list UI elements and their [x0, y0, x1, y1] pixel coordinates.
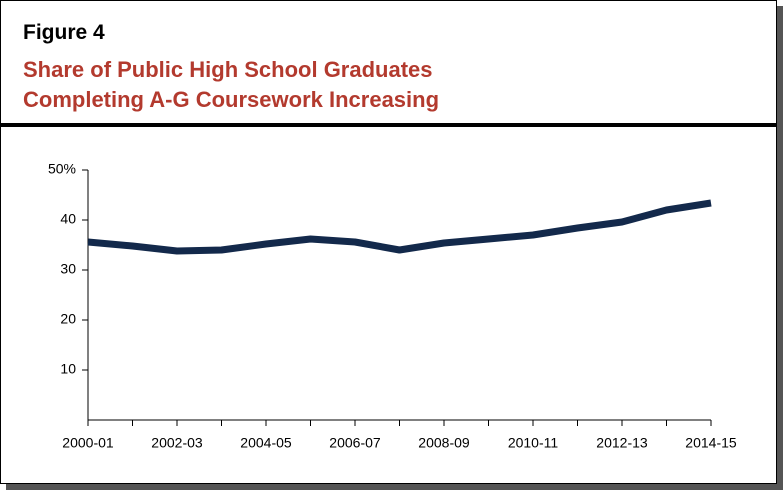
- x-tick-label: 2004-05: [240, 435, 292, 451]
- x-tick-label: 2008-09: [418, 435, 470, 451]
- y-tick-label: 40: [60, 211, 76, 227]
- y-tick-label: 50%: [48, 161, 76, 177]
- x-tick-label: 2012-13: [596, 435, 648, 451]
- x-tick-label: 2006-07: [329, 435, 381, 451]
- x-tick-label: 2014-15: [685, 435, 737, 451]
- y-tick-label: 10: [60, 361, 76, 377]
- x-tick-label: 2010-11: [508, 435, 559, 451]
- x-tick-label: 2000-01: [62, 435, 114, 451]
- figure-label: Figure 4: [23, 21, 105, 44]
- figure-title: Completing A-G Coursework Increasing: [23, 87, 440, 112]
- figure-title: Share of Public High School Graduates: [23, 57, 433, 82]
- y-tick-label: 20: [60, 311, 76, 327]
- divider: [1, 123, 777, 127]
- figure-frame: Figure 4 Share of Public High School Gra…: [0, 0, 777, 484]
- x-tick-label: 2002-03: [151, 435, 203, 451]
- data-line: [87, 199, 712, 255]
- y-tick-label: 30: [60, 261, 76, 277]
